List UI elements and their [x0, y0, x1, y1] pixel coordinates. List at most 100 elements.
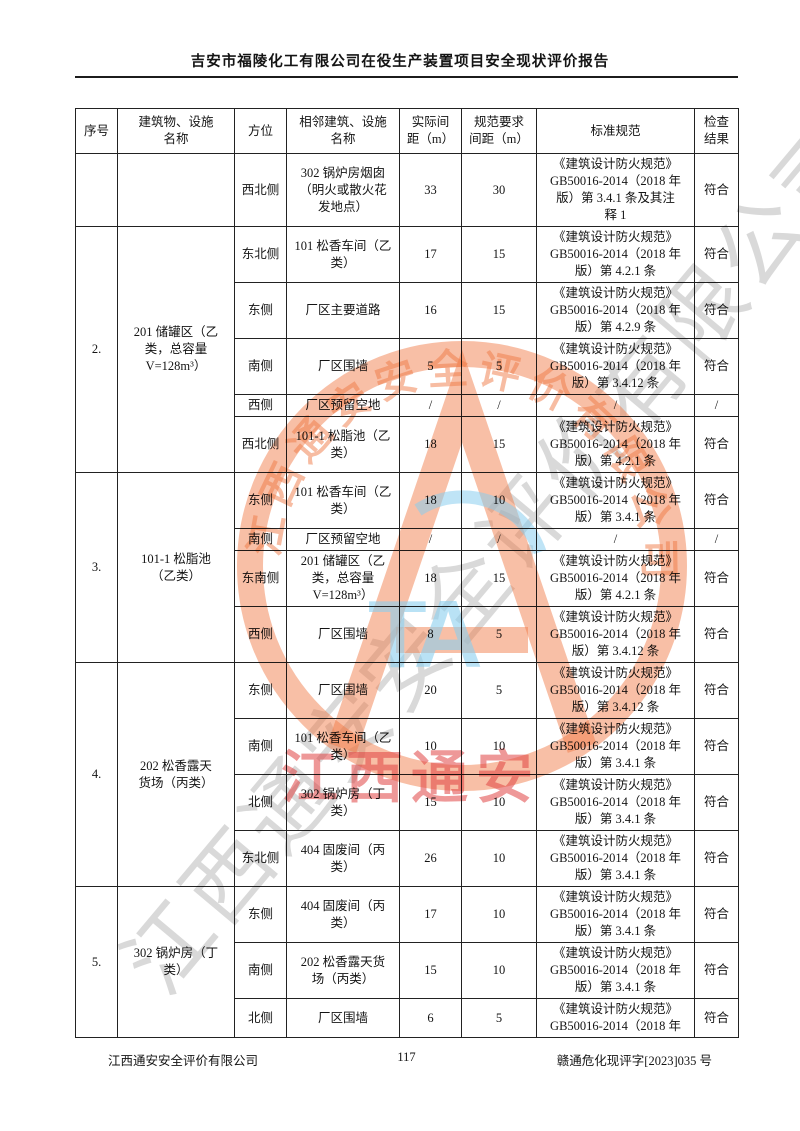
cell-required: 10: [461, 830, 537, 887]
cell-result: 符合: [694, 550, 739, 607]
cell-adjacent: 202 松香露天货 场（丙类）: [286, 942, 400, 999]
cell-result: 符合: [694, 942, 739, 999]
cell-standard: 《建筑设计防火规范》 GB50016-2014（2018 年 版）第 3.4.1…: [536, 606, 695, 663]
cell-required: 5: [461, 998, 537, 1038]
table-row: 2. 201 储罐区（乙 类，总容量 V=128m³） 东北侧 101 松香车间（乙 …: [75, 226, 739, 473]
cell-required: 10: [461, 472, 537, 529]
table-row: 东北侧 404 固废间（丙 类） 26 10 《建筑设计防火规范》 GB50016-20…: [76, 830, 739, 887]
cell-required: 30: [461, 153, 537, 227]
cell-standard: /: [536, 394, 695, 417]
cell-seq: 3.: [75, 472, 118, 663]
table-row: 东侧 厂区主要道路 16 15 《建筑设计防火规范》 GB50016-2014（2018…: [76, 282, 739, 339]
column-header-3: 相邻建筑、设施 名称: [286, 108, 400, 154]
cell-adjacent: 201 储罐区（乙 类，总容量 V=128m³）: [286, 550, 400, 607]
cell-direction: 南侧: [234, 528, 287, 551]
cell-actual: 5: [399, 338, 462, 395]
table-row: 4. 202 松香露天 货场（丙类） 东侧 厂区围墙 20 5 《建筑设计防火规范》 GB5…: [75, 662, 739, 887]
cell-direction: 东北侧: [234, 226, 287, 283]
cell-result: 符合: [694, 718, 739, 775]
cell-seq: 2.: [75, 226, 118, 473]
cell-adjacent: 厂区围墙: [286, 998, 400, 1038]
header-rule: [75, 76, 738, 78]
cell-required: 10: [461, 774, 537, 831]
column-header-5: 规范要求 间距（m）: [461, 108, 537, 154]
cell-adjacent: 厂区围墙: [286, 338, 400, 395]
cell-direction: 西北侧: [234, 153, 287, 227]
cell-name: 202 松香露天 货场（丙类）: [117, 662, 235, 887]
cell-actual: 16: [399, 282, 462, 339]
cell-standard: 《建筑设计防火规范》 GB50016-2014（2018 年 版）第 3.4.1…: [536, 338, 695, 395]
cell-adjacent: 404 固废间（丙 类）: [286, 830, 400, 887]
cell-actual: 17: [399, 886, 462, 943]
cell-actual: 17: [399, 226, 462, 283]
page-title: 吉安市福陵化工有限公司在役生产装置项目安全现状评价报告: [190, 54, 610, 70]
spacing-table: 序号 建筑物、设施 名称 方位 相邻建筑、设施 名称 实际间 距（m） 规范要求 间距（m…: [75, 108, 739, 1038]
cell-direction: 南侧: [234, 718, 287, 775]
cell-required: 5: [461, 662, 537, 719]
column-header-7: 检查 结果: [694, 108, 739, 154]
cell-actual: 20: [399, 662, 462, 719]
cell-result: /: [694, 528, 739, 551]
cell-seq: [75, 153, 118, 227]
cell-result: 符合: [694, 886, 739, 943]
cell-direction: 西侧: [234, 606, 287, 663]
cell-result: 符合: [694, 830, 739, 887]
footer-page-number: 117: [397, 1050, 416, 1064]
cell-actual: 8: [399, 606, 462, 663]
table-header: 序号 建筑物、设施 名称 方位 相邻建筑、设施 名称 实际间 距（m） 规范要求 间距（m…: [75, 108, 739, 154]
cell-direction: 西侧: [234, 394, 287, 417]
cell-direction: 东侧: [234, 662, 287, 719]
column-header-0: 序号: [75, 108, 118, 154]
cell-standard: 《建筑设计防火规范》 GB50016-2014（2018 年: [536, 998, 695, 1038]
cell-actual: 15: [399, 774, 462, 831]
cell-required: 10: [461, 718, 537, 775]
cell-standard: 《建筑设计防火规范》 GB50016-2014（2018 年 版）第 3.4.1…: [536, 774, 695, 831]
cell-required: 5: [461, 338, 537, 395]
column-header-4: 实际间 距（m）: [399, 108, 462, 154]
column-header-1: 建筑物、设施 名称: [117, 108, 235, 154]
cell-direction: 东南侧: [234, 550, 287, 607]
table-row: 5. 302 锅炉房（丁 类） 东侧 404 固废间（丙 类） 17 10 《建筑设计防火规…: [75, 886, 739, 1038]
cell-adjacent: 101 松香车间（乙 类）: [286, 718, 400, 775]
cell-adjacent: 厂区预留空地: [286, 394, 400, 417]
cell-name: 201 储罐区（乙 类，总容量 V=128m³）: [117, 226, 235, 473]
cell-result: 符合: [694, 774, 739, 831]
cell-standard: 《建筑设计防火规范》 GB50016-2014（2018 年 版）第 4.2.9…: [536, 282, 695, 339]
cell-direction: 东侧: [234, 282, 287, 339]
cell-adjacent: 厂区围墙: [286, 606, 400, 663]
cell-standard: 《建筑设计防火规范》 GB50016-2014（2018 年 版）第 3.4.1…: [536, 830, 695, 887]
cell-standard: 《建筑设计防火规范》 GB50016-2014（2018 年 版）第 3.4.1…: [536, 472, 695, 529]
cell-actual: /: [399, 528, 462, 551]
cell-standard: 《建筑设计防火规范》 GB50016-2014（2018 年 版）第 4.2.1…: [536, 550, 695, 607]
cell-actual: /: [399, 394, 462, 417]
cell-result: 符合: [694, 153, 739, 227]
cell-standard: 《建筑设计防火规范》 GB50016-2014（2018 年 版）第 3.4.1…: [536, 886, 695, 943]
cell-adjacent: 厂区围墙: [286, 662, 400, 719]
cell-actual: 18: [399, 472, 462, 529]
column-header-2: 方位: [234, 108, 287, 154]
column-header-6: 标准规范: [536, 108, 695, 154]
footer-company: 江西通安安全评价有限公司: [108, 1054, 259, 1068]
table-body: 西北侧 302 锅炉房烟囱 （明火或散火花 发地点） 33 30 《建筑设计防火规范》 …: [75, 153, 739, 1038]
cell-required: 10: [461, 886, 537, 943]
cell-standard: 《建筑设计防火规范》 GB50016-2014（2018 年 版）第 4.2.1…: [536, 226, 695, 283]
cell-direction: 东北侧: [234, 830, 287, 887]
cell-actual: 18: [399, 416, 462, 473]
cell-standard: 《建筑设计防火规范》 GB50016-2014（2018 年 版）第 3.4.1…: [536, 153, 695, 227]
cell-result: 符合: [694, 662, 739, 719]
cell-result: 符合: [694, 416, 739, 473]
cell-standard: 《建筑设计防火规范》 GB50016-2014（2018 年 版）第 4.2.1…: [536, 416, 695, 473]
cell-adjacent: 101 松香车间（乙 类）: [286, 472, 400, 529]
cell-required: /: [461, 528, 537, 551]
table-container: 序号 建筑物、设施 名称 方位 相邻建筑、设施 名称 实际间 距（m） 规范要求 间距（m…: [75, 108, 740, 1047]
cell-actual: 15: [399, 942, 462, 999]
cell-direction: 西北侧: [234, 416, 287, 473]
cell-actual: 10: [399, 718, 462, 775]
cell-seq: 4.: [75, 662, 118, 887]
cell-adjacent: 101 松香车间（乙 类）: [286, 226, 400, 283]
table-row: 北侧 厂区围墙 6 5 《建筑设计防火规范》 GB50016-2014（2018 年符合: [76, 998, 739, 1038]
cell-adjacent: 404 固废间（丙 类）: [286, 886, 400, 943]
cell-name: [117, 153, 235, 227]
cell-direction: 南侧: [234, 942, 287, 999]
